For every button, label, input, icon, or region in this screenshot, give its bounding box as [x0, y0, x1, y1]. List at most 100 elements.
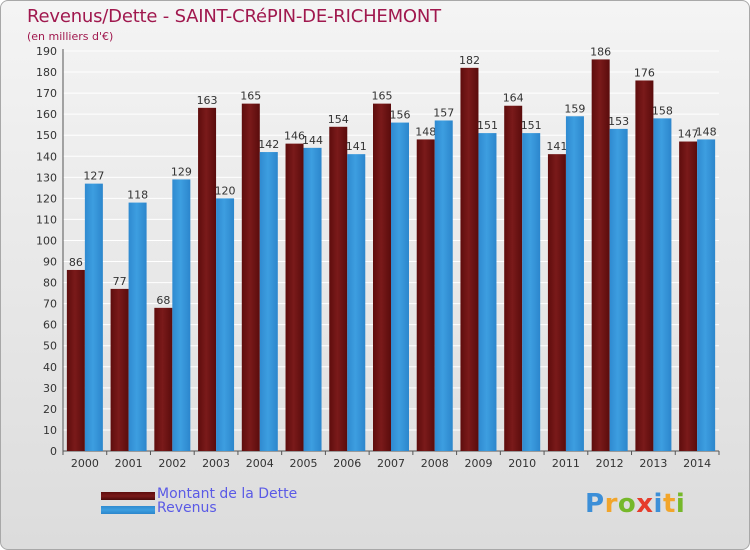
- legend-swatch-dette: [101, 492, 155, 500]
- bar-revenus-2002: [172, 179, 191, 451]
- x-tick-label: 2011: [552, 457, 580, 470]
- y-tick-label: 20: [43, 403, 57, 416]
- data-label-revenus-2010: 151: [521, 119, 542, 132]
- bar-revenus-2007: [391, 122, 409, 451]
- data-label-revenus-2003: 120: [215, 184, 236, 197]
- bar-revenus-2001: [128, 202, 147, 451]
- data-label-revenus-2002: 129: [171, 165, 192, 178]
- proxiti-logo: Proxiti: [585, 489, 685, 519]
- y-tick-label: 80: [43, 277, 57, 290]
- bar-revenus-2011: [565, 116, 584, 452]
- data-label-revenus-2013: 158: [652, 104, 673, 117]
- data-label-revenus-2011: 159: [564, 102, 585, 115]
- y-tick-label: 180: [36, 66, 57, 79]
- data-label-revenus-2006: 141: [346, 140, 367, 153]
- data-label-revenus-2009: 151: [477, 119, 498, 132]
- data-label-revenus-2007: 156: [390, 109, 411, 122]
- x-tick-label: 2009: [464, 457, 492, 470]
- x-tick-label: 2005: [290, 457, 318, 470]
- data-label-dette-2005: 146: [284, 130, 305, 143]
- x-tick-label: 2012: [596, 457, 624, 470]
- data-label-revenus-2008: 157: [433, 106, 454, 119]
- bar-dette-2002: [154, 307, 173, 451]
- data-label-revenus-2005: 144: [302, 134, 323, 147]
- y-tick-label: 190: [36, 45, 57, 58]
- logo-letter: i: [675, 489, 686, 519]
- bar-revenus-2012: [609, 128, 628, 451]
- logo-letter: r: [604, 489, 618, 519]
- x-tick-label: 2007: [377, 457, 405, 470]
- legend-label-dette: Montant de la Dette: [157, 486, 298, 502]
- bar-dette-2003: [198, 107, 217, 451]
- bar-revenus-2003: [216, 198, 235, 451]
- x-tick-label: 2000: [71, 457, 99, 470]
- chart-subtitle: (en milliers d'€): [27, 30, 114, 43]
- data-label-dette-2011: 141: [546, 140, 567, 153]
- data-label-dette-2004: 165: [240, 90, 261, 103]
- bar-dette-2001: [110, 288, 129, 451]
- x-tick-label: 2003: [202, 457, 230, 470]
- y-tick-label: 170: [36, 87, 57, 100]
- data-label-dette-2009: 182: [459, 54, 480, 67]
- logo-letter: o: [617, 489, 637, 519]
- data-label-dette-2000: 86: [69, 256, 83, 269]
- data-label-dette-2001: 77: [113, 275, 127, 288]
- bar-dette-2007: [373, 103, 391, 451]
- x-tick-label: 2014: [683, 457, 711, 470]
- bar-dette-2014: [679, 141, 698, 452]
- legend-label-revenus: Revenus: [157, 500, 217, 516]
- bar-revenus-2005: [303, 147, 322, 451]
- bar-dette-2011: [547, 154, 566, 451]
- bar-dette-2010: [504, 105, 523, 451]
- y-tick-label: 160: [36, 108, 57, 121]
- bar-revenus-2008: [434, 120, 453, 451]
- bar-revenus-2009: [478, 133, 497, 451]
- y-tick-label: 120: [36, 192, 57, 205]
- x-tick-label: 2002: [158, 457, 186, 470]
- bar-revenus-2000: [84, 183, 103, 451]
- y-tick-label: 140: [36, 150, 57, 163]
- bar-dette-2013: [635, 80, 654, 451]
- data-label-dette-2006: 154: [328, 113, 349, 126]
- y-tick-label: 60: [43, 319, 57, 332]
- bar-dette-2004: [241, 103, 260, 451]
- data-label-dette-2002: 68: [156, 294, 170, 307]
- y-tick-label: 110: [36, 213, 57, 226]
- data-label-dette-2012: 186: [590, 45, 611, 58]
- data-label-revenus-2004: 142: [258, 138, 279, 151]
- data-label-revenus-2012: 153: [608, 115, 629, 128]
- y-tick-label: 30: [43, 382, 57, 395]
- y-tick-label: 90: [43, 256, 57, 269]
- y-tick-label: 100: [36, 234, 57, 247]
- logo-letter: t: [662, 489, 676, 519]
- logo-letter: x: [636, 489, 654, 519]
- y-tick-label: 70: [43, 298, 57, 311]
- bar-dette-2000: [66, 269, 85, 451]
- data-label-dette-2014: 147: [678, 128, 699, 141]
- y-tick-label: 150: [36, 129, 57, 142]
- bar-revenus-2006: [347, 154, 366, 451]
- y-tick-label: 10: [43, 424, 57, 437]
- chart-title: Revenus/Dette - SAINT-CRéPIN-DE-RICHEMON…: [27, 6, 441, 27]
- bar-dette-2005: [285, 143, 304, 451]
- data-label-dette-2007: 165: [372, 90, 393, 103]
- bar-revenus-2010: [522, 133, 541, 451]
- x-tick-label: 2004: [246, 457, 274, 470]
- x-tick-label: 2010: [508, 457, 536, 470]
- bar-revenus-2013: [653, 118, 672, 452]
- bar-dette-2008: [416, 139, 435, 451]
- bar-dette-2012: [591, 59, 610, 451]
- data-label-revenus-2000: 127: [83, 170, 104, 183]
- data-label-dette-2003: 163: [197, 94, 218, 107]
- x-tick-label: 2008: [421, 457, 449, 470]
- bar-revenus-2004: [259, 152, 278, 452]
- logo-letter: i: [653, 489, 663, 519]
- data-label-dette-2008: 148: [415, 125, 436, 138]
- y-tick-label: 130: [36, 171, 57, 184]
- x-tick-label: 2001: [115, 457, 143, 470]
- bar-dette-2009: [460, 67, 479, 451]
- legend-swatch-revenus: [101, 506, 155, 514]
- y-tick-label: 40: [43, 361, 57, 374]
